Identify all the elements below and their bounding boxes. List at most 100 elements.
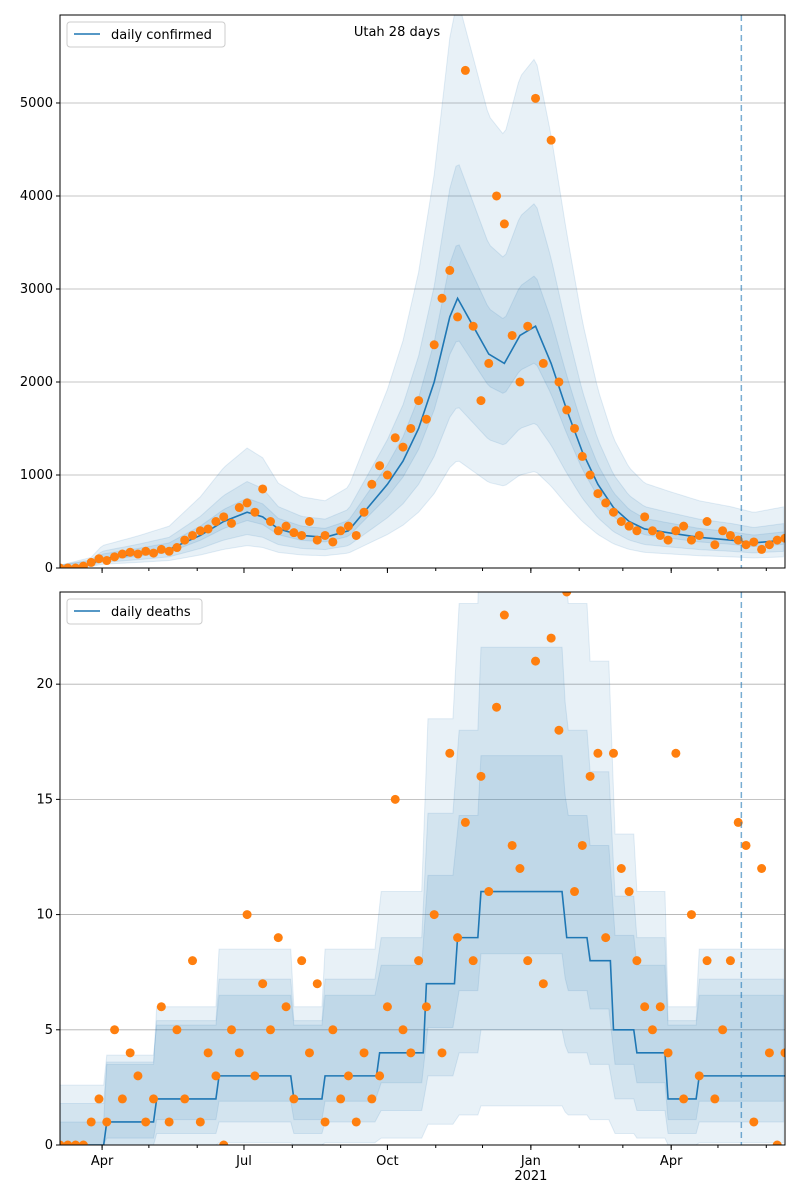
observed-point: [499, 219, 509, 229]
observed-point: [117, 1094, 127, 1104]
y-tick-label: 20: [36, 677, 53, 692]
observed-point: [694, 1071, 704, 1081]
observed-point: [250, 1071, 260, 1081]
observed-point: [437, 293, 447, 303]
observed-point: [445, 265, 455, 275]
observed-point: [741, 540, 751, 550]
observed-point: [585, 771, 595, 781]
observed-point: [297, 530, 307, 540]
observed-point: [359, 507, 369, 517]
observed-point: [507, 840, 517, 850]
observed-point: [156, 544, 166, 554]
observed-point: [172, 1025, 182, 1035]
observed-point: [94, 554, 104, 564]
observed-point: [133, 1071, 143, 1081]
observed-point: [421, 414, 431, 424]
y-tick-label: 2000: [20, 375, 53, 390]
observed-point: [507, 330, 517, 340]
observed-point: [164, 1117, 174, 1127]
observed-point: [227, 1025, 237, 1035]
observed-point: [780, 1048, 785, 1058]
observed-point: [492, 702, 502, 712]
x-tick-label: Apr: [660, 1154, 683, 1169]
observed-point: [468, 956, 478, 966]
observed-point: [211, 516, 221, 526]
observed-point: [531, 93, 541, 103]
observed-point: [125, 1048, 135, 1058]
observed-point: [764, 1048, 774, 1058]
observed-point: [312, 979, 322, 989]
observed-point: [102, 556, 112, 566]
observed-point: [195, 1117, 205, 1127]
observed-point: [359, 1048, 369, 1058]
observed-point: [647, 1025, 657, 1035]
observed-point: [180, 1094, 190, 1104]
observed-point: [125, 547, 135, 557]
observed-point: [702, 516, 712, 526]
observed-point: [398, 1025, 408, 1035]
observed-point: [577, 840, 587, 850]
model-line: [60, 890, 785, 1145]
observed-point: [655, 1002, 665, 1012]
observed-point: [757, 864, 767, 873]
observed-point: [499, 610, 509, 620]
deaths-panel: 0 5 10 15 20 Apr Jul Oct Jan Apr 2021 daily deaths: [36, 591, 786, 1184]
observed-point: [749, 537, 759, 547]
y-tick-label: 4000: [20, 189, 53, 204]
legend-label: daily deaths: [111, 605, 191, 620]
observed-point: [601, 498, 611, 508]
observed-point: [320, 1117, 330, 1127]
observed-point: [304, 516, 314, 526]
observed-point: [289, 528, 299, 538]
observed-point: [694, 530, 704, 540]
observed-point: [94, 1094, 104, 1104]
observed-point: [632, 956, 642, 966]
plot-area: [60, 592, 785, 1145]
observed-point: [117, 549, 127, 559]
observed-point: [757, 544, 767, 554]
observed-point: [647, 526, 657, 536]
observed-point: [640, 512, 650, 522]
confirmed-panel: 0 1000 2000 3000 4000 5000 daily confirmed: [20, 14, 786, 576]
legend-box: [66, 598, 203, 625]
observed-point: [484, 358, 494, 368]
observed-point: [710, 540, 720, 550]
observed-point: [679, 1094, 689, 1104]
model-line: [60, 296, 785, 568]
observed-point: [538, 979, 548, 989]
observed-point: [570, 887, 580, 897]
observed-point: [343, 1071, 353, 1081]
observed-point: [203, 1048, 213, 1058]
observed-point: [203, 524, 213, 534]
observed-point: [156, 1002, 166, 1012]
observed-point: [663, 1048, 673, 1058]
plot-area: [60, 15, 785, 568]
observed-point: [460, 65, 470, 75]
observed-point: [640, 1002, 650, 1012]
observed-point: [71, 1140, 81, 1145]
observed-point: [265, 1025, 275, 1035]
observed-point: [476, 396, 486, 406]
prediction-band: [60, 15, 784, 568]
observed-point: [562, 592, 572, 597]
observed-point: [102, 1117, 112, 1127]
observed-point: [406, 423, 416, 433]
observed-point: [234, 1048, 244, 1058]
observed-point: [390, 433, 400, 443]
observed-point: [679, 521, 689, 531]
observed-point: [764, 540, 774, 550]
observed-point: [429, 340, 439, 350]
prediction-band: [60, 244, 784, 568]
observed-point: [414, 956, 424, 966]
observed-point: [312, 535, 322, 545]
observed-point: [671, 748, 681, 758]
observed-point: [328, 1025, 338, 1035]
observed-point: [601, 933, 611, 943]
y-tick-label: 3000: [20, 282, 53, 297]
observed-point: [110, 552, 120, 562]
observed-point: [593, 489, 603, 499]
observed-point: [624, 521, 634, 531]
observed-point: [60, 563, 65, 568]
observed-point: [281, 1002, 291, 1012]
